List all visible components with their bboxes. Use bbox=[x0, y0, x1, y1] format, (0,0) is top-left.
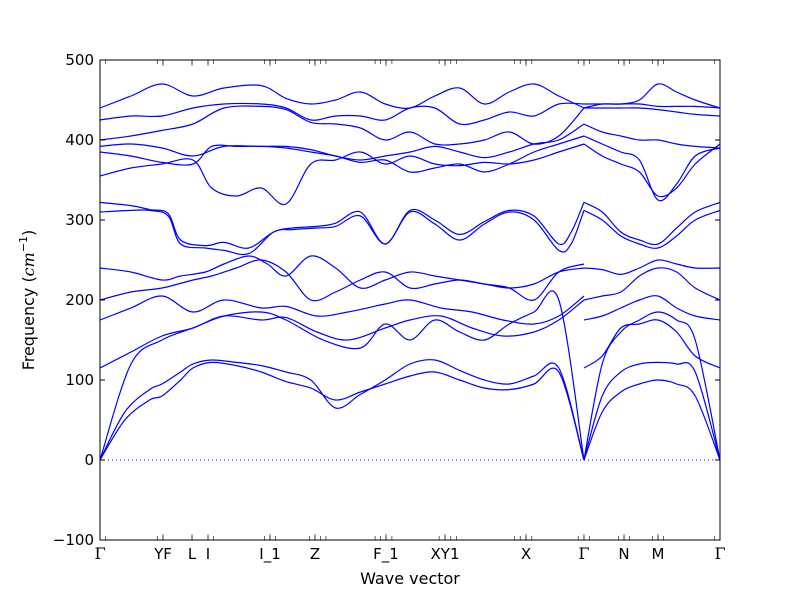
y-tick-label: −100 bbox=[53, 531, 94, 549]
x-tick-label: Z bbox=[310, 545, 320, 563]
band-line-5 bbox=[99, 295, 585, 325]
band-line-8 bbox=[99, 209, 585, 256]
y-axis-title-prefix: Frequency ( bbox=[19, 276, 38, 370]
band-line-15 bbox=[99, 83, 585, 109]
y-tick-label: 100 bbox=[65, 371, 94, 389]
band-line-13 bbox=[99, 105, 585, 146]
band-line-20 bbox=[583, 295, 721, 321]
band-line-25 bbox=[583, 143, 721, 198]
band-line-22 bbox=[583, 259, 721, 276]
x-tick-label: X bbox=[521, 545, 531, 563]
x-tick-label: XY1 bbox=[431, 545, 460, 563]
band-line-28 bbox=[583, 107, 721, 117]
x-tick-label: N bbox=[618, 545, 629, 563]
y-axis-title: Frequency (cm−1) bbox=[17, 230, 38, 371]
x-axis-ticks: Γ YF L I I_1 Z F_1 XY1 X Γ N M Γ bbox=[94, 60, 726, 564]
band-line-17 bbox=[583, 361, 721, 461]
band-line-23 bbox=[583, 209, 721, 249]
x-tick-label: Γ bbox=[714, 544, 725, 563]
y-tick-label: 0 bbox=[84, 451, 94, 469]
band-line-14 bbox=[99, 102, 584, 126]
y-tick-label: 400 bbox=[65, 131, 94, 149]
band-line-2 bbox=[99, 359, 585, 461]
band-line-27 bbox=[583, 123, 721, 149]
band-line-6 bbox=[99, 259, 585, 302]
x-axis-title: Wave vector bbox=[360, 569, 460, 588]
x-tick-label: YF bbox=[153, 545, 172, 563]
band-line-7 bbox=[99, 255, 585, 301]
x-tick-label: F_1 bbox=[373, 545, 399, 564]
band-line-18 bbox=[583, 311, 721, 461]
band-line-3 bbox=[99, 290, 585, 461]
x-tick-label: I_1 bbox=[259, 545, 280, 564]
y-tick-label: 500 bbox=[65, 51, 94, 69]
band-line-21 bbox=[583, 267, 721, 301]
x-tick-label: Γ bbox=[94, 544, 105, 563]
x-tick-label: I bbox=[206, 545, 210, 563]
y-axis-title-unit: cm bbox=[19, 252, 38, 276]
x-tick-label: M bbox=[652, 545, 665, 563]
band-line-10 bbox=[99, 143, 585, 206]
x-tick-label: L bbox=[188, 545, 197, 563]
band-line-11 bbox=[99, 135, 585, 173]
band-line-4 bbox=[99, 299, 585, 369]
band-line-19 bbox=[583, 319, 721, 369]
y-tick-label: 200 bbox=[65, 291, 94, 309]
band-line-30 bbox=[583, 83, 721, 109]
y-axis-ticks: −100 0 100 200 300 400 500 bbox=[53, 51, 720, 549]
band-line-24 bbox=[583, 201, 721, 246]
y-axis-title-exponent: −1 bbox=[17, 236, 30, 252]
band-line-12 bbox=[99, 123, 585, 161]
band-line-16 bbox=[583, 379, 721, 461]
x-tick-label: Γ bbox=[578, 544, 589, 563]
y-axis-title-suffix: ) bbox=[19, 230, 38, 236]
band-line-1 bbox=[99, 361, 585, 461]
band-line-26 bbox=[583, 135, 721, 202]
band-lines bbox=[99, 83, 721, 461]
band-line-9 bbox=[99, 201, 585, 249]
y-tick-label: 300 bbox=[65, 211, 94, 229]
